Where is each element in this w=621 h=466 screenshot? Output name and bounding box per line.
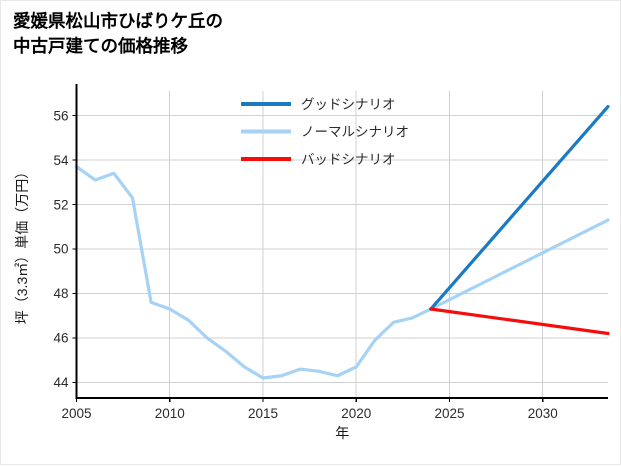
x-tick-label: 2020: [341, 406, 371, 421]
page-title: 愛媛県松山市ひばりケ丘の 中古戸建ての価格推移: [13, 11, 223, 56]
x-tick-label: 2025: [434, 406, 464, 421]
y-tick-label: 56: [53, 108, 68, 123]
x-tick-label: 2010: [155, 406, 185, 421]
series-line-bad: [429, 307, 610, 336]
y-tick-label: 48: [53, 286, 68, 301]
x-tick-label: 2030: [528, 406, 558, 421]
x-axis-label: 年: [335, 425, 349, 441]
legend-label-normal: ノーマルシナリオ: [301, 125, 409, 140]
x-tick-label: 2015: [248, 406, 278, 421]
series-line-normal: [74, 165, 610, 380]
y-tick-label: 46: [53, 331, 68, 346]
y-tick-label: 52: [53, 197, 68, 212]
legend-label-good: グッドシナリオ: [301, 97, 396, 112]
x-tick-label: 2005: [61, 406, 91, 421]
legend-label-bad: バッドシナリオ: [301, 152, 396, 167]
y-tick-label: 44: [53, 375, 69, 390]
series-line-good: [429, 104, 610, 311]
y-axis-label: 坪（3.3㎡）単価（万円）: [14, 165, 30, 324]
y-tick-label: 54: [53, 153, 69, 168]
y-tick-label: 50: [53, 242, 68, 257]
